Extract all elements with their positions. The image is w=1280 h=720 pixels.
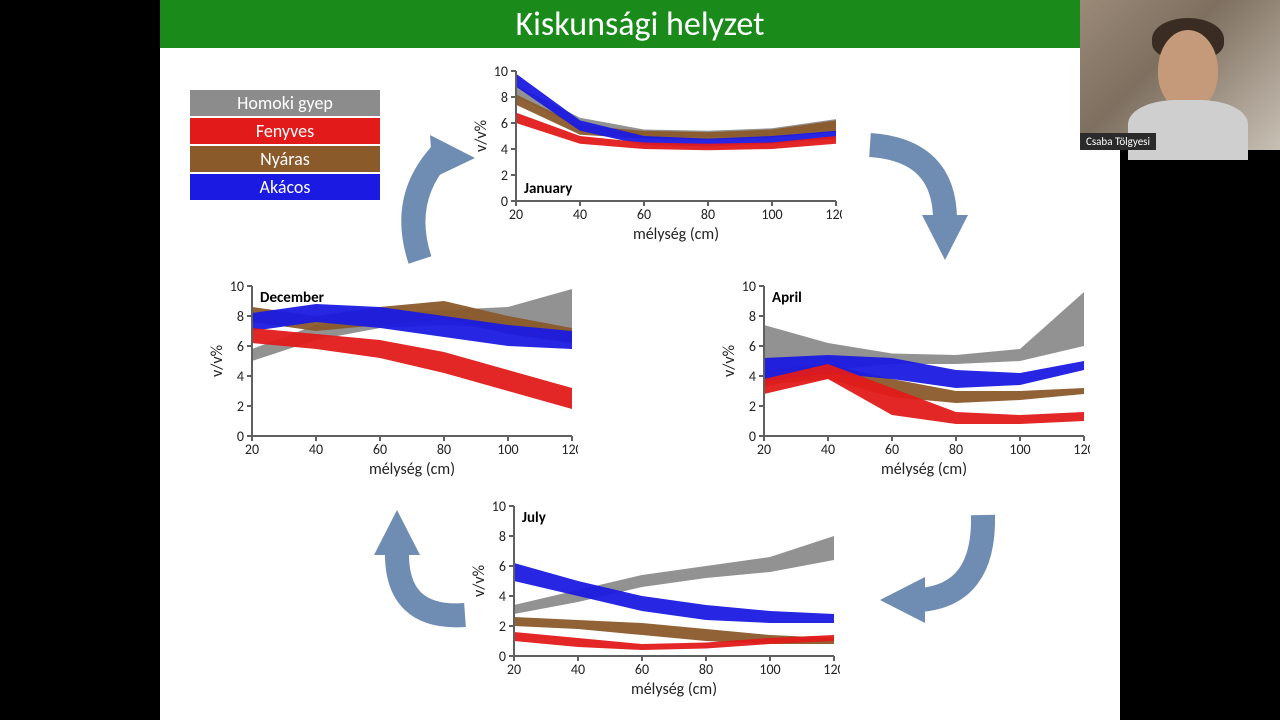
svg-text:60: 60 bbox=[373, 441, 387, 458]
svg-text:2: 2 bbox=[501, 167, 508, 184]
svg-text:40: 40 bbox=[821, 441, 835, 458]
svg-text:4: 4 bbox=[237, 368, 244, 385]
svg-text:120: 120 bbox=[1073, 441, 1090, 458]
svg-text:100: 100 bbox=[759, 661, 780, 678]
svg-text:mélység (cm): mélység (cm) bbox=[881, 460, 967, 479]
chart-december: 0 2 4 6 8 10 20 40 60 80 100 120 mélység (cm) v/v% Dec… bbox=[208, 280, 578, 480]
svg-text:0: 0 bbox=[749, 428, 756, 445]
chart-april: 0 2 4 6 8 10 20 40 60 80 100 120 mélység (cm) v/v% Apr… bbox=[720, 280, 1090, 480]
arrow-apr-to-jul-icon bbox=[865, 505, 1005, 635]
svg-text:20: 20 bbox=[757, 441, 771, 458]
legend: Homoki gyepFenyvesNyárasAkácos bbox=[190, 90, 380, 202]
svg-text:40: 40 bbox=[309, 441, 323, 458]
webcam-shirt-shape bbox=[1128, 100, 1248, 160]
svg-text:6: 6 bbox=[749, 338, 756, 355]
svg-text:10: 10 bbox=[494, 65, 508, 80]
svg-text:60: 60 bbox=[635, 661, 649, 678]
svg-text:2: 2 bbox=[499, 618, 506, 635]
svg-text:40: 40 bbox=[573, 206, 587, 223]
svg-text:mélység (cm): mélység (cm) bbox=[369, 460, 455, 479]
svg-text:0: 0 bbox=[499, 648, 506, 665]
svg-text:4: 4 bbox=[501, 141, 508, 158]
svg-text:100: 100 bbox=[497, 441, 518, 458]
svg-text:mélység (cm): mélység (cm) bbox=[633, 225, 719, 244]
arrow-jan-to-apr-icon bbox=[860, 120, 980, 270]
svg-text:2: 2 bbox=[749, 398, 756, 415]
svg-text:2: 2 bbox=[237, 398, 244, 415]
legend-item: Nyáras bbox=[190, 146, 380, 172]
svg-text:20: 20 bbox=[245, 441, 259, 458]
arrow-jul-to-dec-icon bbox=[365, 500, 485, 640]
svg-text:8: 8 bbox=[501, 89, 508, 106]
svg-text:120: 120 bbox=[823, 661, 840, 678]
svg-text:40: 40 bbox=[571, 661, 585, 678]
legend-item: Akácos bbox=[190, 174, 380, 200]
title-text: Kiskunsági helyzet bbox=[515, 4, 764, 45]
svg-text:80: 80 bbox=[949, 441, 963, 458]
svg-text:4: 4 bbox=[499, 588, 506, 605]
svg-text:0: 0 bbox=[501, 193, 508, 210]
svg-text:60: 60 bbox=[637, 206, 651, 223]
svg-text:80: 80 bbox=[437, 441, 451, 458]
svg-text:8: 8 bbox=[237, 308, 244, 325]
svg-text:6: 6 bbox=[501, 115, 508, 132]
legend-item: Homoki gyep bbox=[190, 90, 380, 116]
svg-text:60: 60 bbox=[885, 441, 899, 458]
arrow-dec-to-jan-icon bbox=[385, 130, 485, 270]
svg-text:80: 80 bbox=[701, 206, 715, 223]
svg-text:0: 0 bbox=[237, 428, 244, 445]
svg-text:mélység (cm): mélység (cm) bbox=[631, 680, 717, 699]
svg-text:v/v%: v/v% bbox=[720, 345, 739, 377]
svg-text:8: 8 bbox=[499, 528, 506, 545]
webcam-name-label: Csaba Tölgyesi bbox=[1080, 133, 1156, 150]
svg-text:20: 20 bbox=[509, 206, 523, 223]
svg-text:6: 6 bbox=[499, 558, 506, 575]
svg-text:April: April bbox=[772, 289, 802, 307]
svg-text:100: 100 bbox=[1009, 441, 1030, 458]
svg-text:6: 6 bbox=[237, 338, 244, 355]
svg-text:December: December bbox=[260, 289, 325, 307]
svg-text:10: 10 bbox=[492, 500, 506, 515]
svg-text:10: 10 bbox=[230, 280, 244, 295]
svg-text:10: 10 bbox=[742, 280, 756, 295]
slide-title: Kiskunsági helyzet bbox=[160, 0, 1120, 48]
svg-text:4: 4 bbox=[749, 368, 756, 385]
chart-january: 024681020406080100120mélység (cm)v/v%Jan… bbox=[472, 65, 842, 245]
svg-text:January: January bbox=[524, 180, 573, 198]
webcam-head-shape bbox=[1158, 30, 1218, 110]
svg-text:120: 120 bbox=[561, 441, 578, 458]
svg-text:v/v%: v/v% bbox=[208, 345, 227, 377]
webcam-thumbnail: Csaba Tölgyesi bbox=[1080, 0, 1280, 150]
svg-text:8: 8 bbox=[749, 308, 756, 325]
slide: Kiskunsági helyzet Homoki gyepFenyvesNyá… bbox=[160, 0, 1120, 720]
svg-text:80: 80 bbox=[699, 661, 713, 678]
chart-july: 024681020406080100120mélység (cm)v/v%Jul… bbox=[470, 500, 840, 700]
legend-item: Fenyves bbox=[190, 118, 380, 144]
svg-text:100: 100 bbox=[761, 206, 782, 223]
svg-text:20: 20 bbox=[507, 661, 521, 678]
svg-text:July: July bbox=[522, 509, 547, 527]
svg-text:120: 120 bbox=[825, 206, 842, 223]
